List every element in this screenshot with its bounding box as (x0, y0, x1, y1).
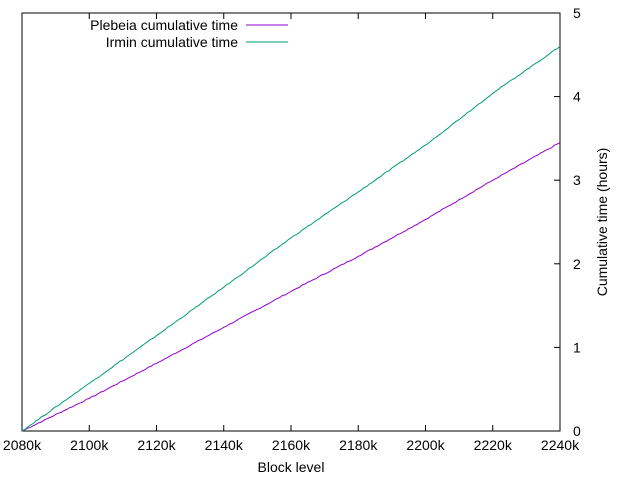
series-line-plebeia (21, 142, 561, 432)
x-axis-ticks: 2080k 2100k 2120k 2140k 2160k 2180k 2200k 2220k… (3, 13, 580, 453)
legend-label: Irmin cumulative time (106, 34, 238, 50)
x-tick-label: 2080k (3, 437, 42, 453)
x-tick-label: 2180k (339, 437, 378, 453)
y-axis-label: Cumulative time (hours) (594, 148, 610, 297)
x-tick-label: 2100k (70, 437, 109, 453)
x-tick-label: 2200k (406, 437, 445, 453)
x-tick-label: 2160k (272, 437, 311, 453)
y-tick-label: 1 (573, 339, 581, 355)
x-tick-label: 2120k (137, 437, 176, 453)
y-tick-label: 5 (573, 5, 581, 21)
series-lines (21, 46, 561, 432)
legend-label: Plebeia cumulative time (90, 17, 238, 33)
x-tick-label: 2220k (474, 437, 513, 453)
y-tick-label: 2 (573, 256, 581, 272)
x-axis-label: Block level (258, 459, 325, 475)
y-tick-label: 0 (573, 423, 581, 439)
series-line-irmin (21, 46, 561, 432)
plot-frame (21, 12, 561, 432)
x-tick-label: 2140k (205, 437, 244, 453)
y-tick-label: 3 (573, 172, 581, 188)
y-axis-ticks: 0 1 2 3 4 5 (554, 5, 581, 439)
x-tick-label: 2240k (541, 437, 580, 453)
y-tick-label: 4 (573, 89, 581, 105)
